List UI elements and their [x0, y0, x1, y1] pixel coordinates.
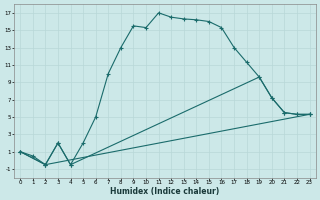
X-axis label: Humidex (Indice chaleur): Humidex (Indice chaleur): [110, 187, 220, 196]
